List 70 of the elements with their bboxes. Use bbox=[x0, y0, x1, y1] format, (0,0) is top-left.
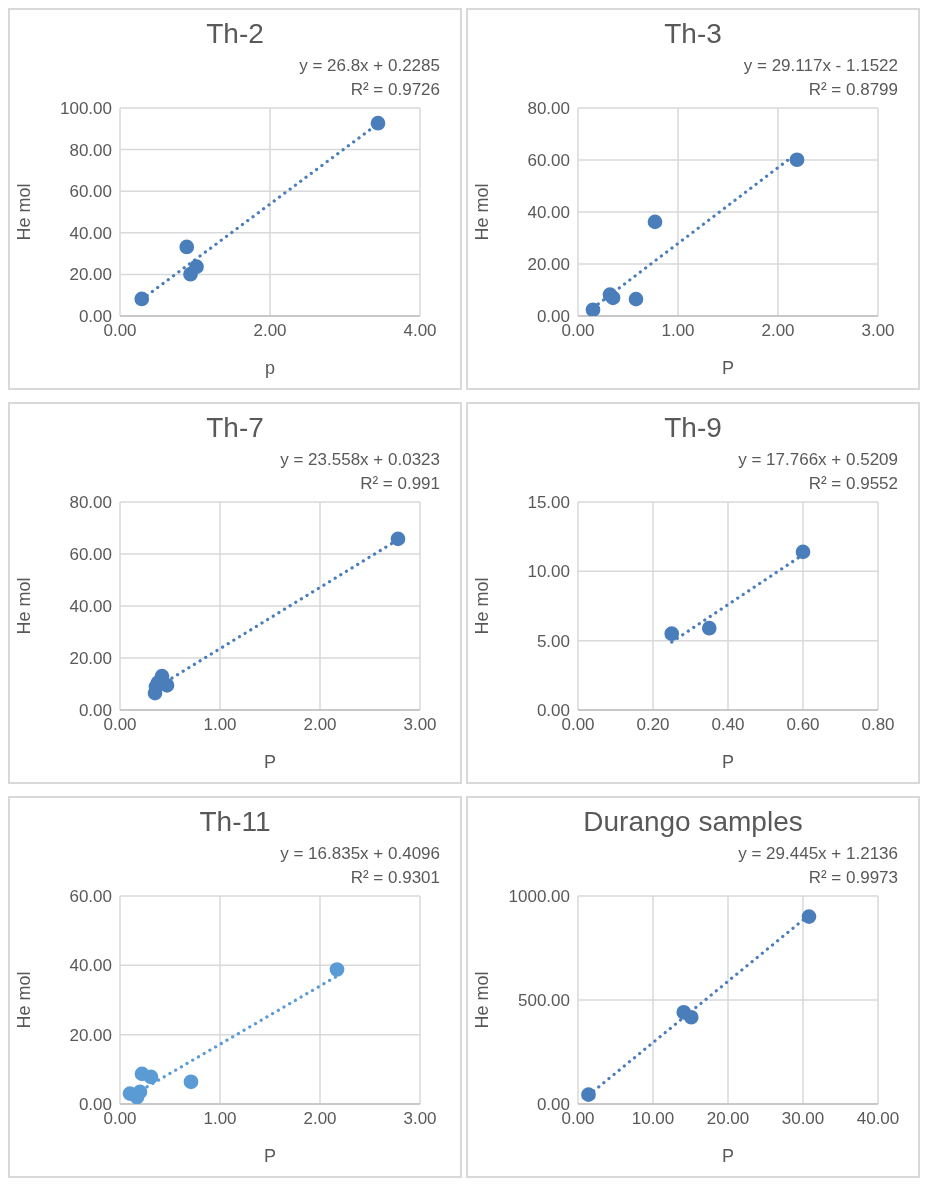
x-tick-label: 0.60 bbox=[786, 715, 820, 735]
y-axis-title: He mol bbox=[472, 183, 493, 241]
text: y = 29.445x + 1.2136 bbox=[737, 843, 898, 865]
chart-title: Th-3 bbox=[663, 18, 723, 51]
y-tick-label: 1000.00 bbox=[508, 887, 570, 907]
text: R² = 0.991 bbox=[360, 474, 440, 493]
x-axis-title: P bbox=[721, 1146, 735, 1166]
x-tick-label: 2.00 bbox=[761, 321, 795, 341]
x-tick-label: 3.00 bbox=[403, 1109, 437, 1129]
x-axis-title: P bbox=[721, 752, 735, 772]
chart-title: Th-7 bbox=[205, 412, 265, 445]
x-axis-title: P bbox=[263, 1146, 277, 1166]
y-tick-label: 80.00 bbox=[69, 140, 112, 160]
x-tick-label: 2.00 bbox=[303, 1109, 337, 1129]
x-tick-label: 1.00 bbox=[661, 321, 695, 341]
x-tick-label: 40.00 bbox=[856, 1109, 900, 1129]
x-tick-label: 2.00 bbox=[253, 321, 287, 341]
y-tick-label: 80.00 bbox=[69, 493, 112, 513]
x-tick-label: 1.00 bbox=[203, 1109, 237, 1129]
x-tick-label: 3.00 bbox=[861, 321, 895, 341]
y-tick-label: 60.00 bbox=[527, 151, 570, 171]
y-tick-label: 100.00 bbox=[60, 99, 112, 119]
y-tick-label: 80.00 bbox=[527, 99, 570, 119]
y-tick-label: 40.00 bbox=[69, 956, 112, 976]
x-tick-label: 1.00 bbox=[203, 715, 237, 735]
text: R² = 0.9973 bbox=[808, 868, 898, 887]
chart-title: Th-11 bbox=[198, 806, 272, 839]
text: y = 29.117x - 1.1522 bbox=[742, 55, 898, 77]
text: R² = 0.9552 bbox=[808, 474, 898, 493]
y-tick-label: 60.00 bbox=[69, 545, 112, 565]
y-tick-label: 10.00 bbox=[527, 562, 570, 582]
y-tick-label: 40.00 bbox=[527, 203, 570, 223]
y-axis-title: He mol bbox=[14, 971, 35, 1029]
x-tick-label: 2.00 bbox=[303, 715, 337, 735]
y-tick-label: 60.00 bbox=[69, 887, 112, 907]
x-tick-label: 10.00 bbox=[631, 1109, 675, 1129]
y-tick-label: 20.00 bbox=[527, 255, 570, 275]
x-tick-label: 0.40 bbox=[711, 715, 745, 735]
y-axis-title: He mol bbox=[472, 971, 493, 1029]
text: y = 16.835x + 0.4096 bbox=[279, 843, 440, 865]
y-tick-label: 5.00 bbox=[536, 631, 570, 651]
chart-title: Th-2 bbox=[205, 18, 265, 51]
y-tick-label: 500.00 bbox=[518, 991, 570, 1011]
text: y = 26.8x + 0.2285 bbox=[298, 55, 440, 77]
text: y = 17.766x + 0.5209 bbox=[737, 449, 898, 471]
x-tick-label: 4.00 bbox=[403, 321, 437, 341]
y-axis-title: He mol bbox=[472, 577, 493, 635]
text: R² = 0.8799 bbox=[808, 80, 898, 99]
chart-title: Th-9 bbox=[663, 412, 723, 445]
text: y = 23.558x + 0.0323 bbox=[279, 449, 440, 471]
x-tick-label: 20.00 bbox=[706, 1109, 750, 1129]
text: R² = 0.9301 bbox=[350, 868, 440, 887]
y-axis-title: He mol bbox=[14, 183, 35, 241]
chart-title: Durango samples bbox=[582, 806, 804, 839]
x-tick-label: 0.80 bbox=[861, 715, 895, 735]
y-tick-label: 15.00 bbox=[527, 493, 570, 513]
text: R² = 0.9726 bbox=[350, 80, 440, 99]
x-tick-label: 0.20 bbox=[636, 715, 670, 735]
x-tick-label: 30.00 bbox=[781, 1109, 825, 1129]
x-axis-title: P bbox=[263, 752, 277, 772]
y-tick-label: 40.00 bbox=[69, 597, 112, 617]
y-tick-label: 20.00 bbox=[69, 265, 112, 285]
y-tick-label: 60.00 bbox=[69, 182, 112, 202]
y-axis-title: He mol bbox=[14, 577, 35, 635]
y-tick-label: 40.00 bbox=[69, 223, 112, 243]
x-axis-title: P bbox=[721, 358, 735, 378]
x-tick-label: 3.00 bbox=[403, 715, 437, 735]
y-tick-label: 20.00 bbox=[69, 649, 112, 669]
x-axis-title: p bbox=[264, 358, 276, 378]
y-tick-label: 20.00 bbox=[69, 1025, 112, 1045]
